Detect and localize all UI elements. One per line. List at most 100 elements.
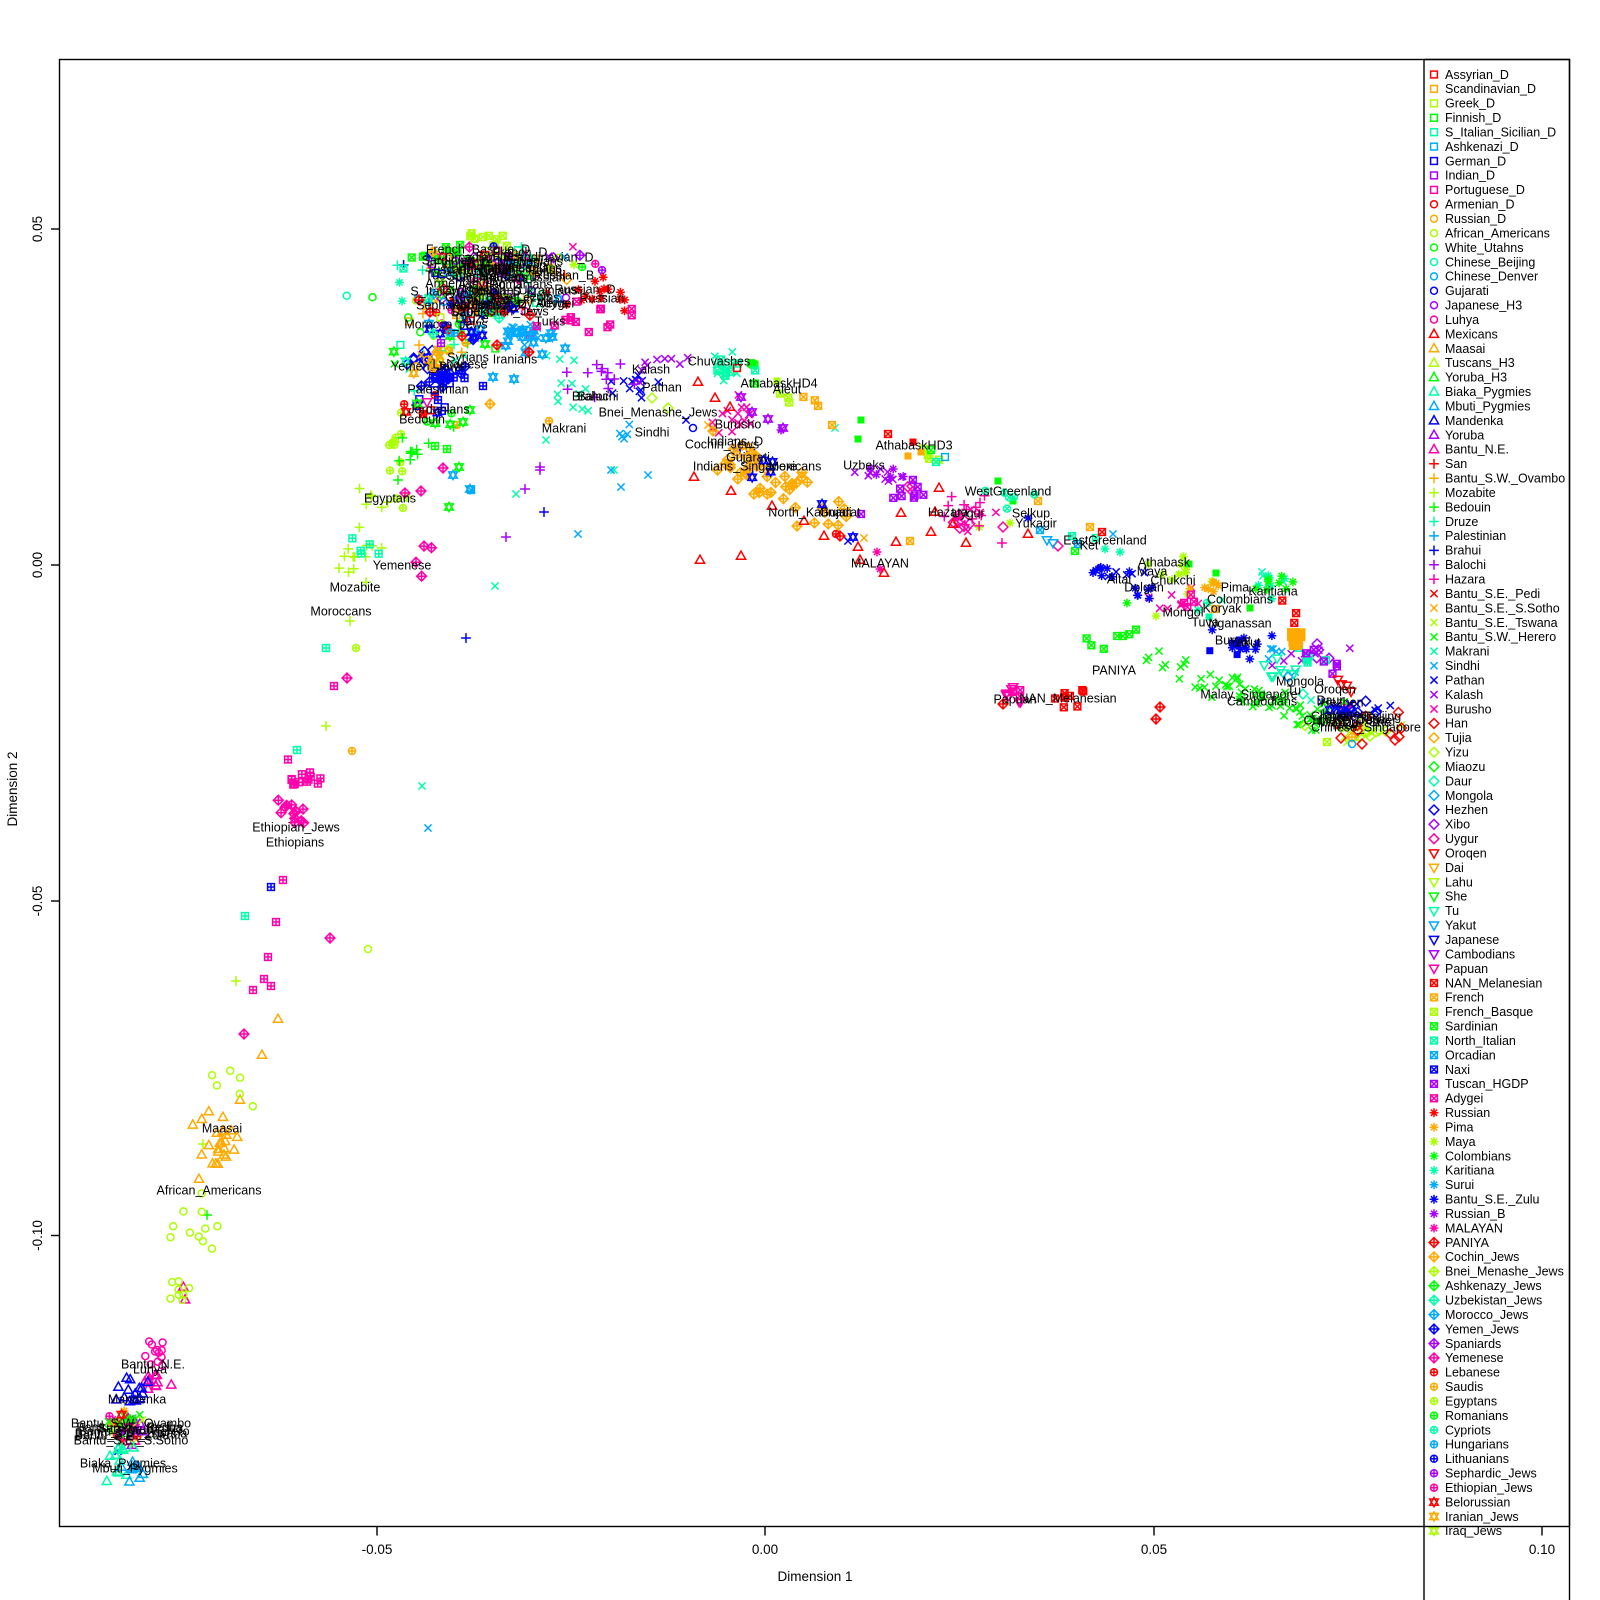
svg-text:Cochin_Jews: Cochin_Jews [685, 438, 759, 452]
svg-text:Bnei_Menashe_Jews: Bnei_Menashe_Jews [1445, 1265, 1564, 1279]
svg-text:Bantu_S.W._Ovambo: Bantu_S.W._Ovambo [71, 1417, 191, 1431]
svg-text:Uygur: Uygur [1445, 832, 1478, 846]
svg-text:African_Americans: African_Americans [1445, 226, 1550, 240]
svg-text:Adygei: Adygei [1445, 1092, 1483, 1106]
svg-text:Bantu_S.E._Zulu: Bantu_S.E._Zulu [1445, 1193, 1540, 1207]
svg-text:Mexicans: Mexicans [1445, 327, 1498, 341]
svg-text:Naxi: Naxi [1332, 719, 1357, 733]
svg-text:Balochi: Balochi [578, 390, 619, 404]
svg-text:Palestinian: Palestinian [407, 383, 468, 397]
svg-text:Bedouin: Bedouin [399, 413, 445, 427]
svg-text:Gujarati: Gujarati [726, 451, 770, 465]
svg-text:Pathan: Pathan [1445, 673, 1485, 687]
svg-text:PANIYA: PANIYA [1445, 1236, 1490, 1250]
svg-text:Japanese: Japanese [1319, 708, 1373, 722]
svg-text:Morocco_Jews: Morocco_Jews [1445, 1308, 1528, 1322]
svg-text:Chuvashes: Chuvashes [688, 355, 751, 369]
svg-text:Jordanians: Jordanians [408, 403, 469, 417]
svg-text:Selkup: Selkup [1012, 507, 1050, 521]
svg-text:Malay_Singapore: Malay_Singapore [1200, 688, 1297, 702]
svg-text:White_Utahns: White_Utahns [461, 256, 540, 270]
svg-text:Egyptans: Egyptans [1445, 1394, 1497, 1408]
svg-text:North_Kannadi: North_Kannadi [768, 506, 851, 520]
svg-text:Aleut: Aleut [773, 383, 802, 397]
svg-text:EastGreenland: EastGreenland [1063, 534, 1146, 548]
svg-text:Japanese_H3: Japanese_H3 [1445, 299, 1522, 313]
svg-text:WestGreenland: WestGreenland [965, 485, 1052, 499]
svg-text:Spaniards: Spaniards [447, 270, 503, 284]
svg-text:Morocco_Jews: Morocco_Jews [404, 318, 487, 332]
svg-text:Colombians: Colombians [1445, 1149, 1511, 1163]
svg-text:AthabaskHD4: AthabaskHD4 [740, 377, 817, 391]
svg-text:Maasai: Maasai [1445, 342, 1485, 356]
svg-text:White_Utahns: White_Utahns [1445, 241, 1524, 255]
svg-text:Iranian_Jews: Iranian_Jews [1445, 1510, 1519, 1524]
svg-text:Daur: Daur [1316, 694, 1343, 708]
svg-text:Bnei_Menashe_Jews: Bnei_Menashe_Jews [599, 406, 718, 420]
svg-text:Dai: Dai [1343, 716, 1362, 730]
svg-text:Mozabite: Mozabite [1445, 486, 1496, 500]
svg-text:Yoruba_H3: Yoruba_H3 [1445, 371, 1507, 385]
svg-text:Makrani: Makrani [1445, 645, 1489, 659]
svg-text:NAN_Melanesian: NAN_Melanesian [1019, 692, 1116, 706]
svg-text:Oroqen: Oroqen [1445, 847, 1487, 861]
svg-text:Papuan: Papuan [993, 693, 1036, 707]
svg-text:Ashkenazi_D: Ashkenazi_D [453, 298, 527, 312]
svg-text:S_Italian_Sicilian_D: S_Italian_Sicilian_D [410, 285, 521, 299]
svg-text:Dimension 2: Dimension 2 [5, 751, 20, 826]
svg-text:Druze: Druze [1445, 515, 1478, 529]
svg-text:Mongola: Mongola [1445, 789, 1493, 803]
svg-text:Orcadian: Orcadian [445, 251, 496, 265]
svg-text:Belorussian: Belorussian [500, 271, 565, 285]
svg-text:Yoruba: Yoruba [1445, 428, 1484, 442]
svg-text:Oroqen: Oroqen [1314, 683, 1356, 697]
svg-text:Portuguese_D: Portuguese_D [1445, 183, 1525, 197]
svg-text:Indians_Singapore: Indians_Singapore [693, 460, 797, 474]
svg-text:Colombians: Colombians [1207, 593, 1273, 607]
svg-text:Yoruba: Yoruba [143, 1421, 182, 1435]
svg-text:Uygur: Uygur [951, 507, 984, 521]
svg-text:Daur: Daur [1445, 774, 1472, 788]
svg-text:Chinese_Denver: Chinese_Denver [1445, 270, 1538, 284]
svg-text:Iraq_Jews: Iraq_Jews [460, 292, 517, 306]
svg-text:Yukagir: Yukagir [1015, 517, 1057, 531]
svg-text:Gujarat: Gujarat [820, 506, 862, 520]
svg-text:Bantu_S.E._S.Sotho: Bantu_S.E._S.Sotho [1445, 601, 1560, 615]
svg-text:Tu: Tu [1287, 684, 1301, 698]
svg-text:Japanese: Japanese [1445, 933, 1499, 947]
svg-text:Mandenka: Mandenka [108, 1393, 166, 1407]
svg-text:Tujia: Tujia [1445, 731, 1472, 745]
svg-text:Armenians: Armenians [460, 284, 520, 298]
svg-text:Norwegians: Norwegians [497, 255, 563, 269]
svg-text:German_D: German_D [1445, 154, 1506, 168]
svg-text:Tuva: Tuva [1191, 616, 1218, 630]
svg-text:Biaka_Pygmies: Biaka_Pygmies [1445, 385, 1531, 399]
svg-text:Adygei: Adygei [536, 297, 574, 311]
svg-text:Ket: Ket [1080, 539, 1099, 553]
svg-text:Saudis: Saudis [1445, 1380, 1483, 1394]
svg-text:NAN_Melanesian: NAN_Melanesian [1445, 976, 1542, 990]
svg-text:Finnish_D: Finnish_D [1445, 111, 1501, 125]
svg-text:0.05: 0.05 [1141, 1542, 1167, 1557]
svg-text:Bantu_S.E._Zulu: Bantu_S.E._Zulu [75, 1429, 170, 1443]
svg-text:Han: Han [1329, 712, 1352, 726]
svg-text:Tuscans_H3: Tuscans_H3 [1445, 356, 1515, 370]
svg-text:Armenian_D: Armenian_D [1445, 198, 1514, 212]
svg-text:Karitiana: Karitiana [1248, 585, 1297, 599]
svg-text:Koryak: Koryak [1203, 602, 1243, 616]
svg-text:Chukchi: Chukchi [1150, 574, 1195, 588]
svg-text:S_Italian_Sicilian_D: S_Italian_Sicilian_D [1445, 126, 1556, 140]
svg-text:Lithuanians: Lithuanians [1445, 1452, 1509, 1466]
svg-text:Ukrainians: Ukrainians [518, 284, 577, 298]
svg-text:Altai: Altai [1107, 573, 1131, 587]
svg-text:Assyrian_D: Assyrian_D [458, 278, 522, 292]
svg-text:Palestinian: Palestinian [1445, 529, 1506, 543]
svg-text:Chinese_Beijing: Chinese_Beijing [1311, 710, 1401, 724]
svg-text:Sardinian: Sardinian [422, 254, 475, 268]
svg-text:North_Italian: North_Italian [1445, 1034, 1516, 1048]
svg-text:Scandinavian_D: Scandinavian_D [502, 251, 593, 265]
svg-text:Chinese_Beijing: Chinese_Beijing [1445, 255, 1535, 269]
svg-text:Maya: Maya [1445, 1135, 1476, 1149]
svg-text:Belorussian: Belorussian [1445, 1495, 1510, 1509]
svg-text:Ashkenazy_Jews: Ashkenazy_Jews [1445, 1279, 1542, 1293]
